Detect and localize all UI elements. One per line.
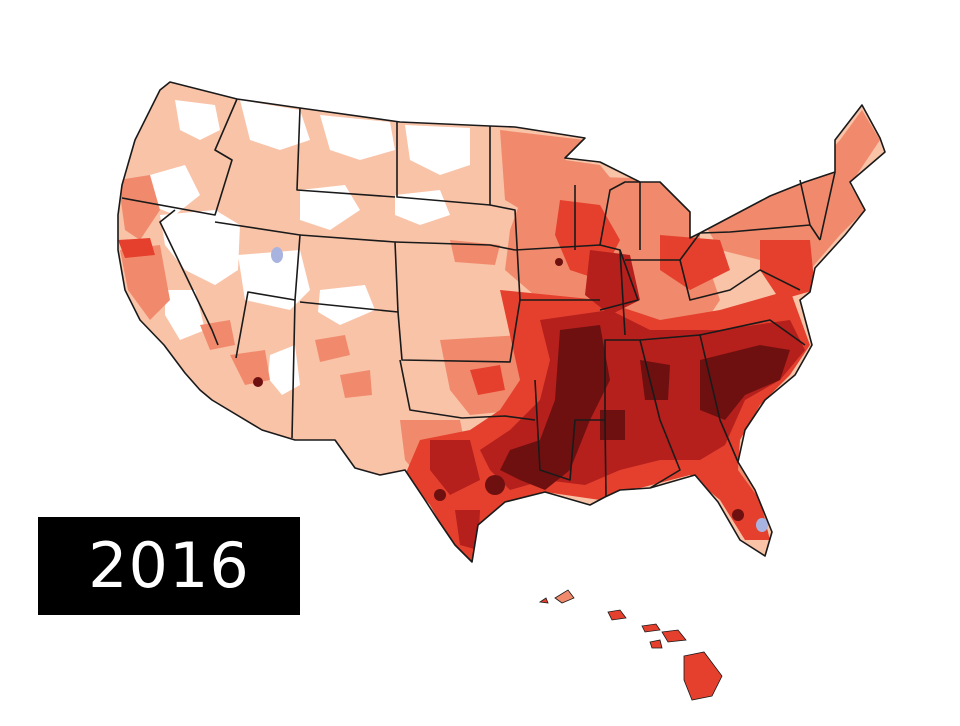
state-borders [117, 81, 886, 563]
level-5-zones [253, 258, 790, 521]
low-zones [150, 100, 470, 395]
water-marks [271, 247, 768, 532]
contiguous-us [117, 81, 886, 563]
year-label: 2016 [88, 529, 250, 602]
year-label-box: 2016 [38, 517, 300, 615]
hawaii-islands [538, 589, 723, 701]
